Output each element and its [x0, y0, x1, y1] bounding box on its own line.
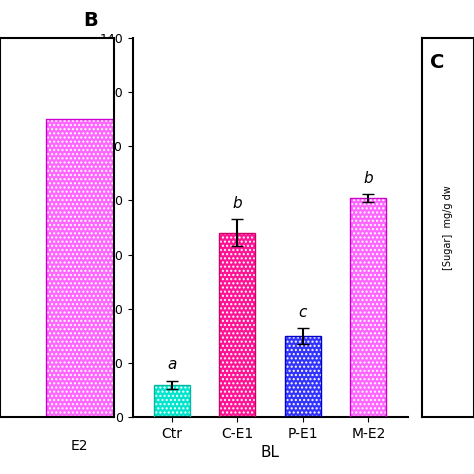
Bar: [350, 198, 386, 417]
Y-axis label: [Protein]  mg/g dw: [Protein] mg/g dw: [80, 163, 93, 292]
Bar: [46, 119, 114, 417]
Text: [Sugar]  mg/g dw: [Sugar] mg/g dw: [443, 185, 453, 270]
Bar: [285, 336, 321, 417]
Bar: [154, 384, 190, 417]
Bar: [350, 198, 386, 417]
X-axis label: BL: BL: [261, 445, 280, 460]
Text: b: b: [233, 196, 242, 211]
Text: a: a: [167, 357, 177, 373]
Bar: [154, 384, 190, 417]
Bar: [46, 119, 114, 417]
Text: C: C: [429, 53, 444, 72]
Text: c: c: [299, 305, 307, 319]
Text: E2: E2: [71, 439, 88, 453]
Bar: [219, 233, 255, 417]
Bar: [219, 233, 255, 417]
Text: B: B: [83, 11, 98, 30]
Bar: [285, 336, 321, 417]
Text: b: b: [364, 171, 373, 185]
